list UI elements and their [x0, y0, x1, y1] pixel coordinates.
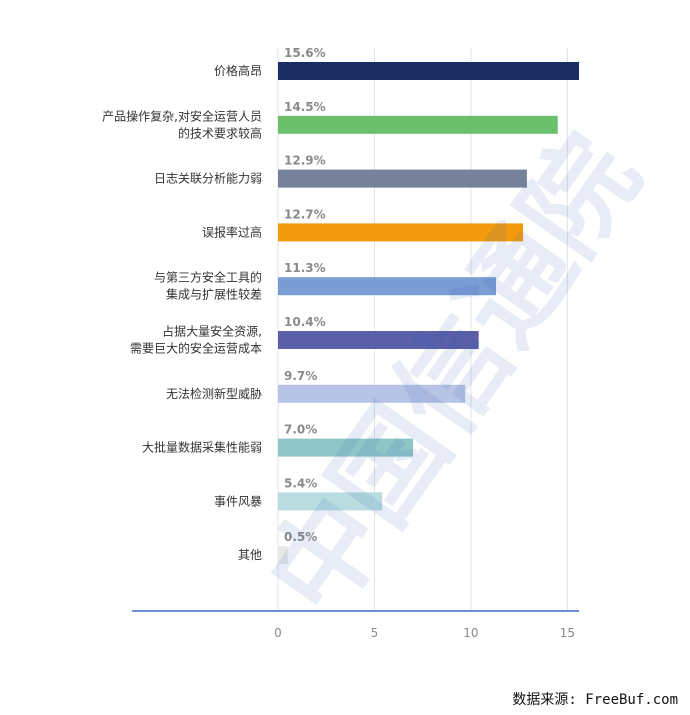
category-label-line: 其他 — [238, 548, 262, 562]
bar-3 — [278, 223, 524, 242]
category-label-line: 无法检测新型威胁 — [166, 386, 262, 401]
category-label-2: 日志关联分析能力弱 — [154, 172, 262, 186]
value-label-9: 0.5% — [284, 530, 317, 544]
category-labels: 价格高昂产品操作复杂,对安全运营人员的技术要求较高日志关联分析能力弱误报率过高与… — [102, 63, 262, 562]
value-label-2: 12.9% — [284, 154, 326, 168]
bar-7 — [278, 438, 414, 457]
category-label-line: 价格高昂 — [214, 63, 262, 78]
category-label-line: 大批量数据采集性能弱 — [142, 440, 262, 455]
category-label-3: 误报率过高 — [202, 224, 262, 239]
category-label-line: 事件风暴 — [214, 494, 262, 508]
category-label-line: 误报率过高 — [202, 224, 262, 239]
category-label-line: 与第三方安全工具的 — [154, 270, 262, 285]
bar-5 — [278, 331, 479, 349]
value-label-7: 7.0% — [284, 423, 317, 437]
x-tick-label-0: 0 — [274, 626, 282, 640]
value-label-1: 14.5% — [284, 100, 326, 114]
bar-1 — [278, 115, 558, 134]
x-tick-label-1: 5 — [371, 626, 379, 640]
bar-4 — [278, 277, 497, 296]
category-label-5: 占据大量安全资源, 需要巨大的安全运营成本 — [130, 324, 262, 356]
category-label-1: 产品操作复杂,对安全运营人员的技术要求较高 — [102, 108, 262, 140]
category-label-line: 日志关联分析能力弱 — [154, 172, 262, 186]
category-label-line: 集成与扩展性较差 — [166, 287, 262, 302]
category-label-0: 价格高昂 — [214, 63, 262, 78]
category-label-line: 占据大量安全资源, — [162, 324, 262, 339]
gridlines — [277, 48, 568, 611]
x-axis: 0 5 10 15 — [132, 610, 579, 640]
category-label-line: 产品操作复杂,对安全运营人员 — [102, 108, 262, 123]
bar-6 — [278, 384, 466, 403]
value-label-6: 9.7% — [284, 369, 317, 383]
bar-2 — [278, 169, 527, 188]
category-label-7: 大批量数据采集性能弱 — [142, 440, 262, 455]
category-label-4: 与第三方安全工具的集成与扩展性较差 — [154, 270, 262, 302]
value-label-5: 10.4% — [284, 315, 326, 329]
category-label-line: 需要巨大的安全运营成本 — [130, 341, 262, 356]
bar-0 — [278, 62, 579, 80]
value-label-8: 5.4% — [284, 476, 317, 490]
bars — [278, 62, 579, 565]
x-tick-label-3: 15 — [560, 626, 575, 640]
bar-chart: 价格高昂产品操作复杂,对安全运营人员的技术要求较高日志关联分析能力弱误报率过高与… — [102, 46, 579, 640]
x-tick-label-2: 10 — [463, 626, 478, 640]
value-label-0: 15.6% — [284, 46, 326, 60]
value-label-3: 12.7% — [284, 207, 326, 221]
category-label-8: 事件风暴 — [214, 494, 262, 508]
bar-8 — [278, 492, 383, 511]
source-text: 数据来源: FreeBuf.com — [512, 692, 678, 708]
category-label-line: 的技术要求较高 — [178, 125, 262, 140]
category-label-6: 无法检测新型威胁 — [166, 386, 262, 401]
bar-9 — [278, 546, 288, 565]
category-label-9: 其他 — [238, 548, 262, 562]
value-label-4: 11.3% — [284, 261, 326, 275]
value-labels: 15.6% 14.5% 12.9% 12.7% 11.3% 10.4% 9.7% 7.0% 5.… — [284, 46, 326, 544]
